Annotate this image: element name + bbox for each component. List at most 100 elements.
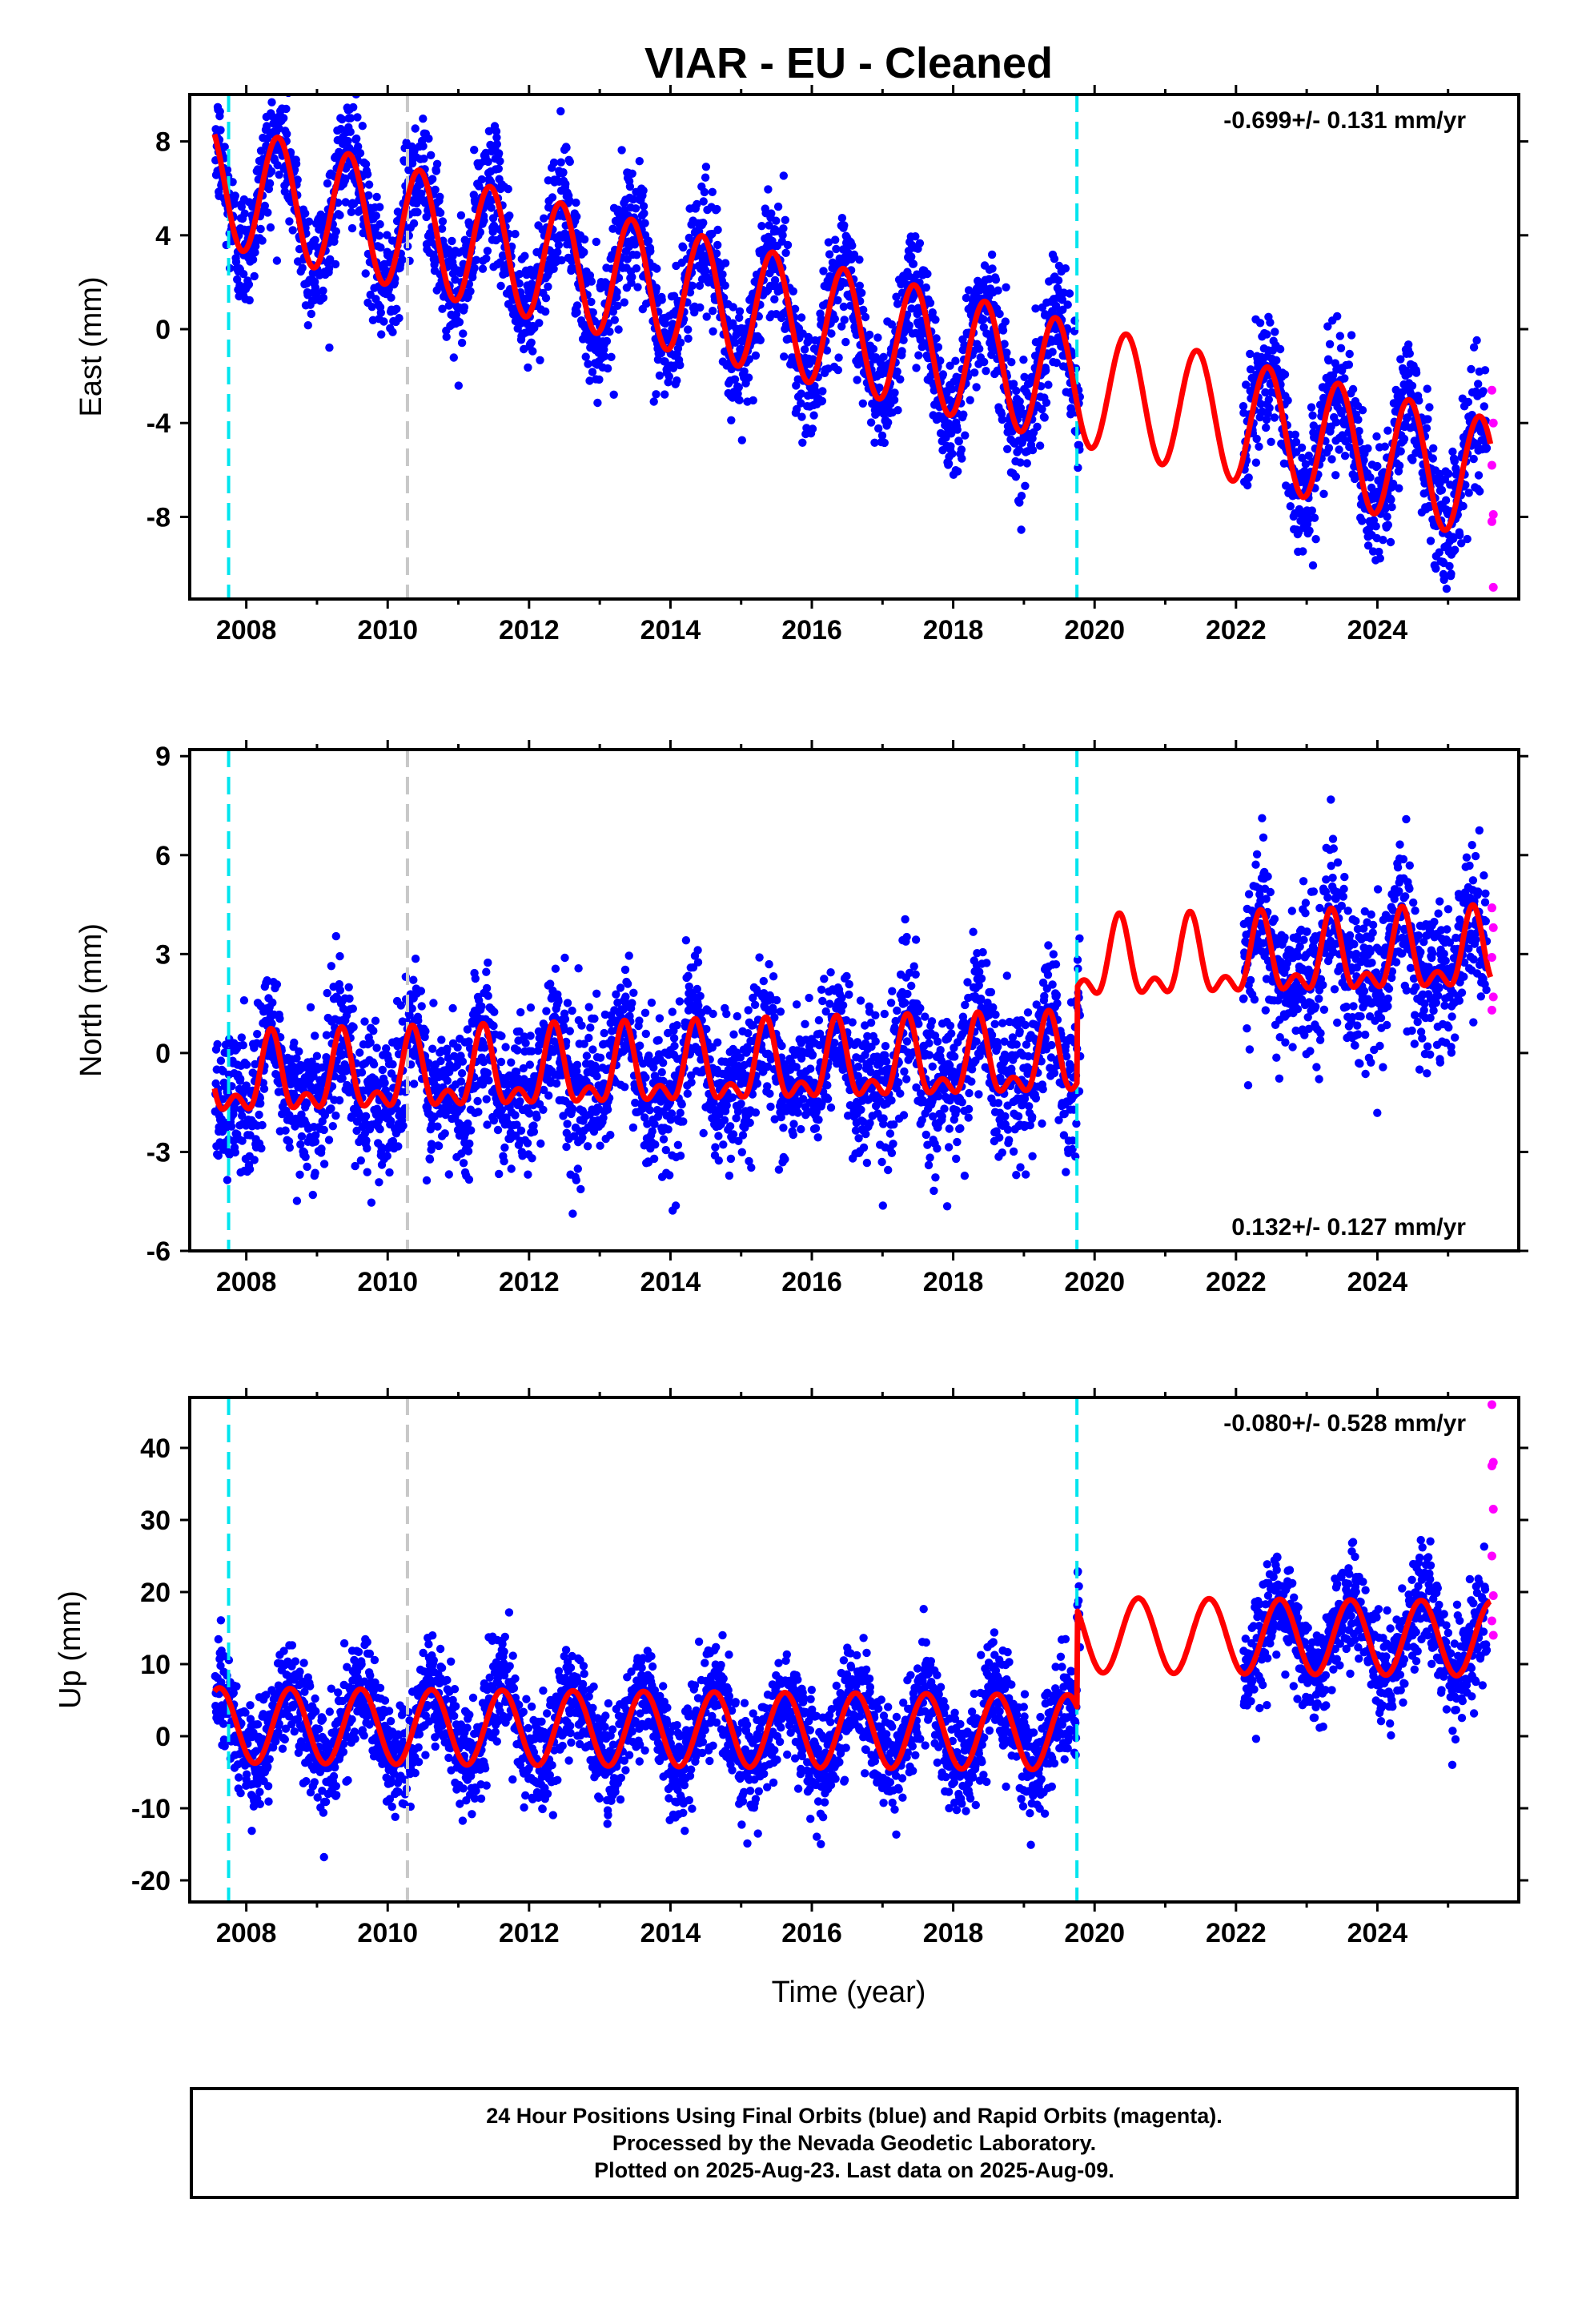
data-point bbox=[239, 996, 249, 1005]
data-point bbox=[560, 953, 569, 963]
data-point bbox=[380, 1079, 389, 1088]
data-point bbox=[215, 107, 224, 116]
data-point bbox=[354, 142, 363, 151]
data-point bbox=[256, 147, 266, 155]
data-point bbox=[946, 361, 954, 370]
data-point bbox=[520, 251, 529, 260]
data-point bbox=[282, 104, 291, 114]
data-point bbox=[1044, 380, 1053, 389]
data-point bbox=[1251, 458, 1261, 467]
data-point bbox=[946, 442, 955, 451]
data-point bbox=[494, 164, 503, 173]
data-point bbox=[1358, 517, 1367, 525]
data-point bbox=[790, 304, 800, 313]
data-point bbox=[248, 255, 258, 264]
data-point bbox=[893, 406, 902, 415]
data-point bbox=[231, 191, 239, 200]
data-point bbox=[825, 250, 834, 259]
data-point bbox=[1015, 397, 1024, 406]
data-point bbox=[650, 1120, 659, 1129]
data-point bbox=[1445, 561, 1454, 571]
data-point bbox=[440, 1129, 449, 1138]
data-point bbox=[1383, 513, 1391, 521]
data-point bbox=[325, 343, 334, 352]
data-point bbox=[1061, 264, 1070, 273]
data-point bbox=[1051, 324, 1060, 334]
data-point bbox=[923, 269, 932, 279]
data-point bbox=[258, 1120, 267, 1130]
data-point bbox=[237, 203, 246, 211]
data-point bbox=[495, 1169, 504, 1179]
data-point bbox=[665, 372, 673, 381]
data-point bbox=[500, 1143, 509, 1152]
data-point bbox=[587, 297, 596, 307]
data-point bbox=[610, 316, 619, 324]
data-point bbox=[915, 239, 925, 247]
data-point bbox=[511, 230, 520, 239]
data-point bbox=[612, 287, 621, 296]
data-point bbox=[361, 269, 370, 278]
data-point bbox=[912, 364, 921, 372]
data-point bbox=[378, 1065, 387, 1075]
data-point bbox=[553, 247, 562, 256]
data-point bbox=[1050, 255, 1059, 263]
data-point bbox=[459, 1159, 468, 1168]
data-point bbox=[789, 287, 797, 296]
data-point bbox=[347, 207, 355, 216]
data-point bbox=[283, 130, 291, 139]
data-point bbox=[673, 376, 681, 385]
data-point bbox=[603, 364, 612, 373]
x-tick-label: 2024 bbox=[1347, 615, 1408, 645]
data-point bbox=[311, 1168, 319, 1177]
data-point bbox=[633, 283, 642, 292]
data-point bbox=[1422, 424, 1431, 432]
data-point bbox=[216, 126, 225, 135]
data-point bbox=[312, 1051, 322, 1060]
data-point bbox=[544, 176, 552, 185]
data-point bbox=[608, 224, 617, 233]
data-point bbox=[1324, 356, 1333, 365]
data-point bbox=[909, 259, 918, 268]
data-point bbox=[483, 1068, 492, 1078]
data-point bbox=[431, 185, 440, 195]
data-point bbox=[1299, 547, 1307, 556]
data-point bbox=[721, 259, 730, 267]
data-point bbox=[609, 390, 618, 399]
data-point bbox=[496, 258, 504, 267]
data-point bbox=[625, 182, 635, 191]
data-point bbox=[1480, 402, 1489, 411]
data-point bbox=[701, 173, 710, 182]
data-point bbox=[798, 438, 807, 447]
data-point bbox=[250, 1156, 259, 1164]
data-point bbox=[652, 283, 661, 292]
data-point bbox=[372, 1043, 381, 1052]
data-point bbox=[857, 288, 866, 297]
data-point bbox=[1372, 432, 1381, 441]
data-point bbox=[998, 415, 1007, 424]
data-point bbox=[295, 1170, 304, 1180]
data-point bbox=[524, 363, 532, 372]
data-point bbox=[934, 343, 943, 352]
data-point bbox=[448, 236, 456, 246]
data-point bbox=[392, 304, 401, 313]
data-point bbox=[245, 296, 254, 305]
data-point bbox=[540, 214, 548, 223]
data-point bbox=[319, 1160, 329, 1168]
data-point bbox=[497, 1031, 506, 1041]
data-point bbox=[323, 988, 331, 998]
data-point bbox=[295, 1047, 303, 1056]
data-point bbox=[394, 1142, 403, 1151]
data-point bbox=[606, 1131, 615, 1140]
data-point bbox=[840, 316, 849, 324]
data-point bbox=[620, 298, 628, 307]
data-point bbox=[293, 175, 302, 184]
data-point bbox=[572, 308, 581, 317]
data-point bbox=[417, 1002, 426, 1011]
data-point bbox=[617, 146, 626, 155]
data-point bbox=[768, 236, 777, 245]
data-point bbox=[676, 360, 685, 370]
data-point bbox=[349, 1023, 358, 1031]
data-point bbox=[713, 225, 722, 235]
data-point bbox=[1035, 441, 1045, 450]
data-point bbox=[884, 418, 893, 427]
